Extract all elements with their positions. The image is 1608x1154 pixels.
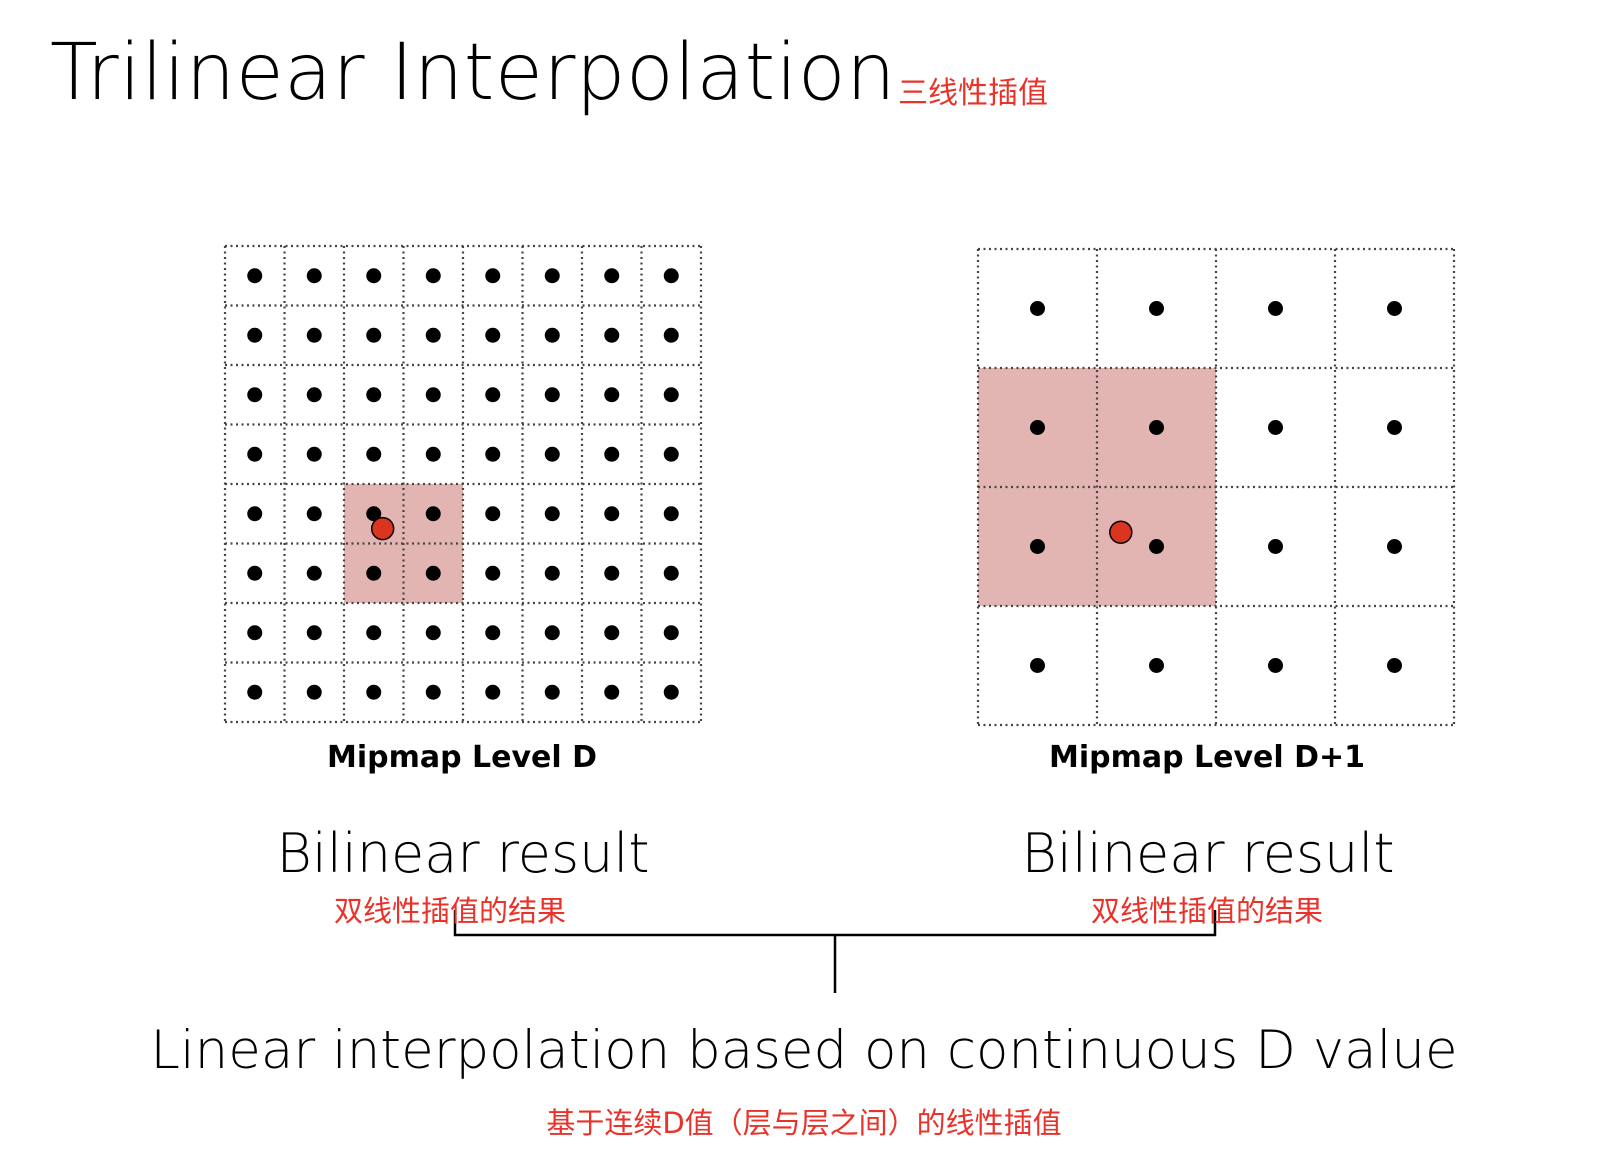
left-bilinear-result: Bilinear result	[276, 822, 650, 885]
texel-center-dot	[1030, 301, 1045, 316]
texel-center-dot	[366, 506, 382, 522]
texel-center-dot	[306, 446, 322, 462]
texel-center-dot	[366, 446, 382, 462]
texel-center-dot	[663, 268, 679, 284]
texel-center-dot	[604, 684, 620, 700]
texel-center-dot	[1387, 420, 1402, 435]
level-d-label: Mipmap Level D	[326, 740, 598, 775]
texel-center-dot	[485, 625, 501, 641]
texel-center-dot	[1387, 301, 1402, 316]
texel-center-dot	[366, 565, 382, 581]
level-d1-label: Mipmap Level D+1	[1048, 740, 1366, 775]
texel-center-dot	[485, 446, 501, 462]
texel-center-dot	[247, 268, 263, 284]
texel-center-dot	[1387, 539, 1402, 554]
texel-center-dot	[604, 446, 620, 462]
texel-center-dot	[604, 506, 620, 522]
left-bilinear-result-cn: 双线性插值的结果	[333, 894, 566, 928]
texel-center-dot	[306, 268, 322, 284]
combine-bracket	[453, 910, 1217, 993]
linear-interpolation-cn: 基于连续D值（层与层之间）的线性插值	[546, 1106, 1062, 1140]
texel-center-dot	[485, 268, 501, 284]
texel-center-dot	[604, 565, 620, 581]
texel-center-dot	[1268, 658, 1283, 673]
texel-center-dot	[247, 684, 263, 700]
texel-center-dot	[544, 327, 560, 343]
texel-center-dot	[425, 565, 441, 581]
texel-center-dot	[366, 387, 382, 403]
texel-center-dot	[604, 625, 620, 641]
title-chinese-annotation: 三线性插值	[898, 76, 1048, 111]
texel-center-dot	[544, 625, 560, 641]
texel-center-dot	[1030, 658, 1045, 673]
texel-center-dot	[425, 625, 441, 641]
right-bilinear-result-cn: 双线性插值的结果	[1090, 894, 1323, 928]
texel-center-dot	[247, 327, 263, 343]
texel-center-dot	[1268, 420, 1283, 435]
texel-center-dot	[544, 565, 560, 581]
texel-center-dot	[425, 387, 441, 403]
mipmap-level-d1-grid	[976, 247, 1456, 727]
texel-center-dot	[1149, 301, 1164, 316]
texel-center-dot	[306, 684, 322, 700]
texel-center-dot	[1387, 658, 1402, 673]
texel-center-dot	[425, 268, 441, 284]
texel-center-dot	[544, 387, 560, 403]
linear-interpolation-label: Linear interpolation based on continuous…	[150, 1020, 1458, 1081]
texel-center-dot	[604, 387, 620, 403]
texel-center-dot	[485, 327, 501, 343]
texel-center-dot	[306, 625, 322, 641]
texel-center-dot	[306, 565, 322, 581]
sample-point	[370, 516, 395, 541]
texel-center-dot	[604, 268, 620, 284]
texel-center-dot	[247, 387, 263, 403]
right-bilinear-result: Bilinear result	[1021, 822, 1395, 885]
texel-center-dot	[425, 684, 441, 700]
texel-center-dot	[366, 684, 382, 700]
texel-center-dot	[1030, 539, 1045, 554]
texel-center-dot	[366, 625, 382, 641]
texel-center-dot	[663, 387, 679, 403]
texel-center-dot	[425, 327, 441, 343]
sample-point	[1109, 520, 1133, 544]
texel-center-dot	[1149, 539, 1164, 554]
texel-center-dot	[544, 446, 560, 462]
texel-center-dot	[1149, 420, 1164, 435]
texel-center-dot	[306, 387, 322, 403]
texel-center-dot	[544, 506, 560, 522]
texel-center-dot	[604, 327, 620, 343]
texel-center-dot	[1268, 301, 1283, 316]
texel-center-dot	[663, 327, 679, 343]
texel-center-dot	[544, 268, 560, 284]
texel-center-dot	[663, 625, 679, 641]
texel-center-dot	[663, 684, 679, 700]
texel-center-dot	[485, 684, 501, 700]
texel-center-dot	[306, 506, 322, 522]
texel-center-dot	[247, 625, 263, 641]
texel-center-dot	[663, 506, 679, 522]
texel-center-dot	[247, 446, 263, 462]
texel-center-dot	[425, 506, 441, 522]
page-title: Trilinear Interpolation	[50, 28, 897, 118]
texel-center-dot	[366, 268, 382, 284]
texel-center-dot	[425, 446, 441, 462]
texel-center-dot	[663, 446, 679, 462]
texel-center-dot	[366, 327, 382, 343]
texel-center-dot	[544, 684, 560, 700]
texel-center-dot	[1268, 539, 1283, 554]
texel-center-dot	[485, 565, 501, 581]
texel-center-dot	[306, 327, 322, 343]
texel-center-dot	[247, 565, 263, 581]
texel-center-dot	[485, 387, 501, 403]
texel-center-dot	[1149, 658, 1164, 673]
texel-center-dot	[485, 506, 501, 522]
texel-center-dot	[1030, 420, 1045, 435]
texel-center-dot	[663, 565, 679, 581]
texel-center-dot	[247, 506, 263, 522]
mipmap-level-d-grid	[223, 244, 703, 724]
